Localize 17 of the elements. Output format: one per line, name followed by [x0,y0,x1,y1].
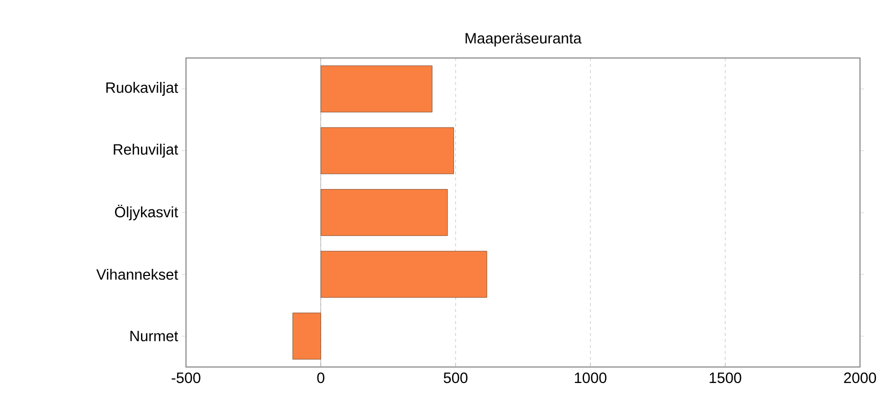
y-tick-label: Nurmet [130,330,178,342]
x-tick-label: 1500 [710,372,742,384]
chart-title: Maaperäseuranta [466,33,582,47]
x-tick-label: 1000 [574,372,606,384]
bar [292,312,321,360]
y-tick-label: Vihannekset [96,268,178,280]
y-tick-label: Öljykasvit [114,204,178,220]
x-tick-label: 0 [317,372,324,384]
x-tick-label: -500 [172,372,200,384]
bar [320,189,448,236]
y-tick-label: Rehuviljat [114,144,178,158]
y-tick-label: Ruokaviljat [106,82,178,96]
bar [320,250,488,298]
bar [320,66,432,112]
bar [320,127,454,174]
x-tick-label: 500 [444,372,468,384]
x-tick-label: 2000 [844,372,876,384]
